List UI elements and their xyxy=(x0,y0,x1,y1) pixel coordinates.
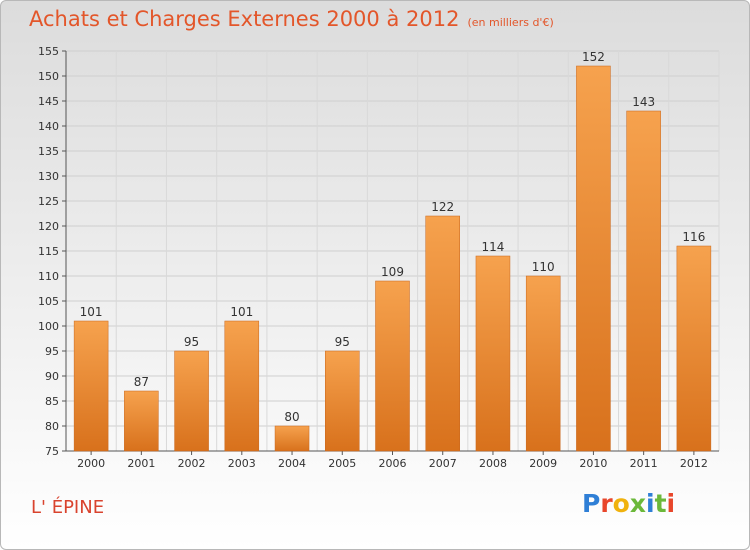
bar-2006 xyxy=(375,280,410,452)
bar-2007 xyxy=(425,215,460,452)
x-tick-label: 2012 xyxy=(680,457,708,470)
y-tick-label: 120 xyxy=(38,220,59,233)
bar-2004 xyxy=(274,425,310,452)
y-tick-label: 85 xyxy=(45,395,59,408)
x-tick-label: 2004 xyxy=(278,457,306,470)
y-tick-label: 115 xyxy=(38,245,59,258)
y-tick-label: 125 xyxy=(38,195,59,208)
y-tick-label: 100 xyxy=(38,320,59,333)
x-tick-label: 2006 xyxy=(379,457,407,470)
value-label: 95 xyxy=(184,335,199,349)
x-tick-label: 2005 xyxy=(328,457,356,470)
y-tick-label: 90 xyxy=(45,370,59,383)
y-tick-label: 135 xyxy=(38,145,59,158)
value-label: 109 xyxy=(381,265,404,279)
value-label: 95 xyxy=(335,335,350,349)
x-tick-label: 2009 xyxy=(529,457,557,470)
bar-2009 xyxy=(525,275,561,452)
y-tick-label: 140 xyxy=(38,120,59,133)
x-tick-label: 2008 xyxy=(479,457,507,470)
value-label: 110 xyxy=(532,260,555,274)
bar-2002 xyxy=(174,350,209,452)
bar-2008 xyxy=(475,255,511,452)
value-label: 116 xyxy=(682,230,705,244)
labels: 75 80 85 90 95 100 105 110 115 120 125 130 135 140 145… xyxy=(38,45,708,470)
value-label: 143 xyxy=(632,95,655,109)
value-label: 80 xyxy=(284,410,299,424)
proxiti-logo[interactable]: Proxiti xyxy=(582,489,676,518)
bar-2000 xyxy=(73,320,109,452)
x-tick-label: 2000 xyxy=(77,457,105,470)
value-label: 101 xyxy=(80,305,103,319)
bar-2010 xyxy=(576,65,611,452)
value-label: 114 xyxy=(482,240,505,254)
bar-2005 xyxy=(325,350,360,452)
y-tick-label: 130 xyxy=(38,170,59,183)
bar-2011 xyxy=(626,110,661,452)
y-tick-label: 105 xyxy=(38,295,59,308)
y-tick-label: 95 xyxy=(45,345,59,358)
y-tick-label: 145 xyxy=(38,95,59,108)
bars xyxy=(73,65,712,452)
chart-title: Achats et Charges Externes 2000 à 2012 (e… xyxy=(29,7,554,31)
y-tick-label: 75 xyxy=(45,445,59,458)
y-tick-label: 110 xyxy=(38,270,59,283)
value-label: 152 xyxy=(582,50,605,64)
x-tick-label: 2007 xyxy=(429,457,457,470)
x-tick-label: 2010 xyxy=(579,457,607,470)
bar-2012 xyxy=(676,245,712,452)
x-tick-label: 2003 xyxy=(228,457,256,470)
commune-name: L' ÉPINE xyxy=(31,497,105,518)
bar-2003 xyxy=(224,320,260,452)
value-label: 87 xyxy=(134,375,149,389)
x-tick-label: 2002 xyxy=(178,457,206,470)
bar-2001 xyxy=(124,390,159,452)
y-tick-label: 150 xyxy=(38,70,59,83)
y-tick-label: 155 xyxy=(38,45,59,58)
chart-title-text: Achats et Charges Externes 2000 à 2012 xyxy=(29,7,460,31)
value-label: 122 xyxy=(431,200,454,214)
x-tick-label: 2001 xyxy=(127,457,155,470)
value-label: 101 xyxy=(230,305,253,319)
x-tick-label: 2011 xyxy=(630,457,658,470)
chart-subtitle: (en milliers d'€) xyxy=(467,16,554,29)
y-tick-label: 80 xyxy=(45,420,59,433)
